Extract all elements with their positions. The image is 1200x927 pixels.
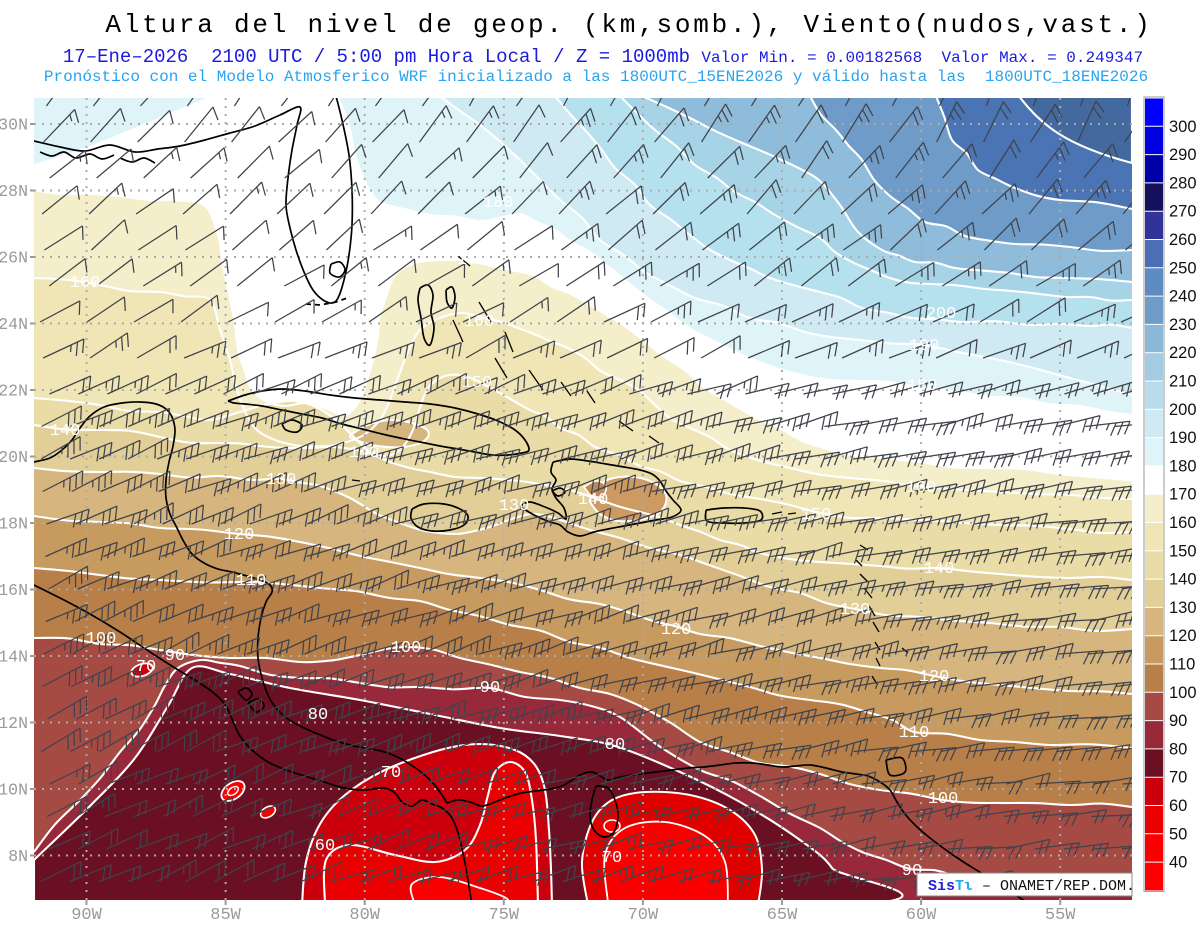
svg-text:85W: 85W — [210, 906, 241, 925]
svg-text:20N: 20N — [0, 448, 28, 467]
svg-text:150: 150 — [462, 374, 493, 393]
svg-text:100: 100 — [86, 630, 117, 649]
svg-text:240: 240 — [1169, 288, 1197, 306]
svg-text:60: 60 — [1169, 797, 1187, 815]
svg-text:80: 80 — [605, 736, 625, 755]
svg-text:70: 70 — [136, 658, 156, 677]
svg-text:290: 290 — [1169, 146, 1197, 164]
svg-text:90: 90 — [480, 679, 500, 698]
svg-text:8N: 8N — [8, 847, 28, 866]
svg-text:270: 270 — [1169, 203, 1197, 221]
svg-text:14N: 14N — [0, 648, 28, 667]
svg-text:190: 190 — [909, 337, 940, 356]
svg-text:10N: 10N — [0, 781, 28, 800]
svg-text:40: 40 — [1169, 854, 1187, 872]
svg-text:12N: 12N — [0, 714, 28, 733]
svg-text:150: 150 — [1169, 542, 1197, 560]
svg-text:100: 100 — [1169, 684, 1197, 702]
svg-text:220: 220 — [1169, 344, 1197, 362]
svg-text:120: 120 — [919, 668, 950, 687]
svg-text:90W: 90W — [71, 906, 102, 925]
svg-text:100: 100 — [391, 639, 422, 658]
svg-text:110: 110 — [236, 572, 267, 591]
svg-text:300: 300 — [1169, 118, 1197, 136]
svg-text:120: 120 — [1169, 627, 1197, 645]
svg-text:75W: 75W — [488, 906, 519, 925]
svg-text:70: 70 — [602, 849, 622, 868]
svg-text:18N: 18N — [0, 515, 28, 534]
svg-text:70: 70 — [381, 764, 401, 783]
svg-text:130: 130 — [499, 497, 530, 516]
svg-text:110: 110 — [899, 724, 930, 743]
svg-text:28N: 28N — [0, 182, 28, 201]
svg-text:24N: 24N — [0, 315, 28, 334]
svg-text:200: 200 — [926, 305, 957, 324]
svg-text:120: 120 — [661, 621, 692, 640]
svg-text:160: 160 — [464, 313, 495, 332]
svg-text:150: 150 — [801, 506, 832, 525]
svg-text:55W: 55W — [1045, 906, 1076, 925]
svg-text:130: 130 — [1169, 599, 1197, 617]
svg-text:60: 60 — [315, 837, 335, 856]
svg-text:60W: 60W — [906, 906, 937, 925]
svg-text:250: 250 — [1169, 259, 1197, 277]
svg-text:130: 130 — [266, 471, 297, 490]
svg-text:90: 90 — [1169, 712, 1187, 730]
svg-text:180: 180 — [483, 194, 514, 213]
svg-text:50: 50 — [1169, 825, 1187, 843]
svg-text:160: 160 — [70, 274, 101, 293]
svg-text:180: 180 — [907, 377, 938, 396]
svg-text:16N: 16N — [0, 581, 28, 600]
svg-text:130: 130 — [840, 601, 871, 620]
svg-text:190: 190 — [1169, 429, 1197, 447]
svg-text:140: 140 — [1169, 571, 1197, 589]
svg-text:70W: 70W — [628, 906, 659, 925]
svg-text:80W: 80W — [349, 906, 380, 925]
svg-text:100: 100 — [928, 790, 959, 809]
svg-text:160: 160 — [906, 479, 937, 498]
svg-text:70: 70 — [1169, 769, 1187, 787]
svg-text:200: 200 — [1169, 401, 1197, 419]
svg-text:180: 180 — [1169, 457, 1197, 475]
svg-text:280: 280 — [1169, 174, 1197, 192]
svg-text:140: 140 — [50, 422, 81, 441]
svg-text:26N: 26N — [0, 249, 28, 268]
svg-text:140: 140 — [578, 491, 609, 510]
svg-text:120: 120 — [224, 526, 255, 545]
svg-text:80: 80 — [1169, 740, 1187, 758]
svg-text:80: 80 — [308, 706, 328, 725]
svg-text:110: 110 — [1169, 656, 1195, 674]
svg-text:30N: 30N — [0, 116, 28, 135]
svg-text:65W: 65W — [767, 906, 798, 925]
svg-text:22N: 22N — [0, 382, 28, 401]
svg-text:90: 90 — [165, 647, 185, 666]
svg-text:160: 160 — [1169, 514, 1197, 532]
svg-text:170: 170 — [1169, 486, 1197, 504]
svg-text:140: 140 — [924, 560, 955, 579]
svg-text:170: 170 — [457, 251, 488, 270]
svg-text:230: 230 — [1169, 316, 1197, 334]
svg-text:210: 210 — [1169, 373, 1197, 391]
svg-text:SisTι – ONAMET/REP.DOM.: SisTι – ONAMET/REP.DOM. — [928, 878, 1135, 895]
svg-text:260: 260 — [1169, 231, 1197, 249]
svg-text:140: 140 — [349, 444, 380, 463]
